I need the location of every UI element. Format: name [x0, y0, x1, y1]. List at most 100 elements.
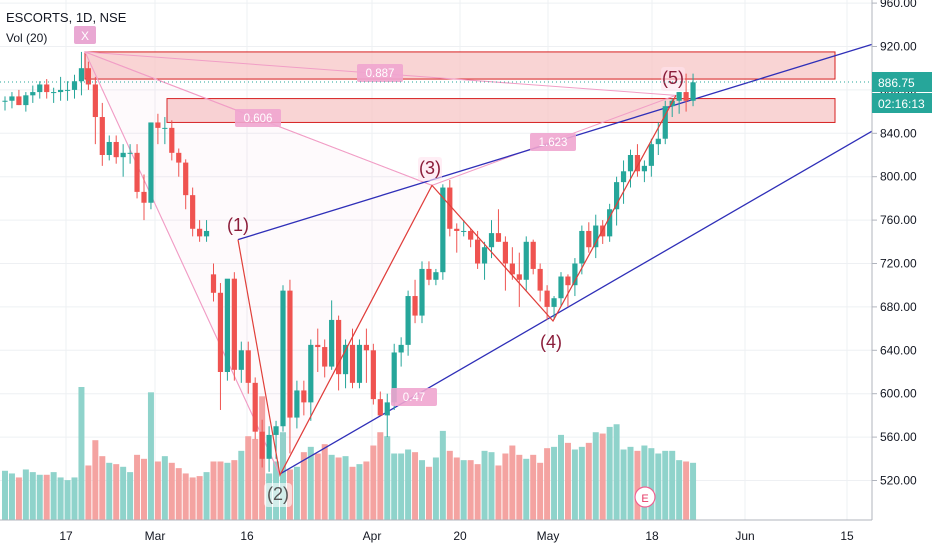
- candle-body: [259, 431, 265, 459]
- volume-bar: [189, 477, 196, 520]
- wave-label: (5): [662, 68, 684, 88]
- volume-bar: [203, 472, 210, 520]
- candle-body: [495, 233, 502, 242]
- volume-bar: [182, 473, 189, 520]
- volume-bar: [134, 454, 141, 520]
- candle-body: [502, 241, 508, 264]
- candle-body: [2, 100, 8, 102]
- candle-body: [579, 230, 585, 264]
- candle-body: [148, 122, 154, 203]
- candle-body: [516, 274, 522, 280]
- candle-body: [141, 191, 147, 203]
- volume-bar: [467, 460, 474, 520]
- volume-bar: [280, 432, 286, 520]
- candle-body: [558, 276, 564, 299]
- volume-bar: [585, 442, 592, 520]
- harmonic-ratio-labels: 0.887 0.606 1.623 0.47: [235, 64, 576, 406]
- wave-label-backdrop: [264, 483, 292, 507]
- ratio-tag: [357, 64, 403, 82]
- volume-bar: [544, 448, 551, 520]
- supply-zone-lower: [166, 98, 836, 123]
- candle-body: [391, 352, 397, 403]
- time-tick-label: Apr: [363, 529, 382, 543]
- volume-bar: [356, 464, 363, 520]
- candle-body: [315, 344, 321, 348]
- volume-bar: [92, 440, 99, 520]
- candle-body: [641, 165, 647, 172]
- volume-bar: [384, 436, 391, 520]
- volume-bar: [620, 449, 627, 520]
- volume-bar: [606, 426, 613, 520]
- ratio-tag: [235, 109, 281, 127]
- candle-body: [627, 155, 634, 172]
- volume-bar: [676, 460, 683, 520]
- candle-body: [252, 382, 258, 432]
- candle-body: [322, 347, 328, 367]
- volume-bar: [412, 452, 419, 520]
- candle-body: [377, 399, 383, 416]
- candle-body: [287, 290, 293, 418]
- price-tick-label: 560.00: [880, 430, 917, 444]
- wave-labels: (1) (2) (3) (4) (5): [227, 67, 685, 507]
- candle-body: [78, 68, 85, 82]
- candle-body: [127, 152, 133, 154]
- price-tick-label: 960.00: [880, 0, 917, 10]
- volume-bar: [453, 457, 460, 520]
- candle-body: [183, 162, 189, 196]
- price-tick-label: 640.00: [880, 343, 917, 357]
- candle-body: [134, 152, 140, 192]
- volume-bar: [210, 461, 217, 520]
- volume-bar: [321, 444, 328, 520]
- time-axis[interactable]: 17 Mar 16 Apr 20 May 18 Jun 15: [59, 529, 854, 543]
- candlesticks: [2, 51, 696, 472]
- volume-bar: [252, 438, 259, 520]
- candle-body: [363, 344, 369, 351]
- price-tick-label: 720.00: [880, 257, 917, 271]
- candle-body: [655, 138, 661, 145]
- volume-bar: [120, 466, 127, 520]
- volume-bar: [300, 452, 307, 520]
- ratio-label: 1.623: [539, 137, 568, 149]
- candle-body: [370, 350, 376, 400]
- volume-bar: [314, 453, 321, 520]
- candle-body: [634, 155, 641, 172]
- candle-body: [162, 127, 168, 129]
- volume-legend[interactable]: Vol (20): [6, 31, 47, 45]
- volume-bar: [29, 472, 36, 520]
- candle-body: [71, 81, 78, 90]
- volume-bar: [43, 474, 50, 520]
- candle-body: [217, 292, 224, 372]
- wave-label: (3): [419, 158, 441, 178]
- volume-bar: [502, 453, 509, 520]
- candle-body: [398, 344, 404, 353]
- candle-body: [419, 268, 425, 316]
- candle-body: [120, 152, 126, 158]
- ratio-label: 0.47: [403, 392, 425, 404]
- volume-bar: [537, 462, 544, 520]
- candle-body: [37, 84, 43, 93]
- candle-body: [481, 247, 488, 264]
- volume-bar: [405, 449, 412, 520]
- candle-body: [412, 296, 418, 316]
- volume-bar: [22, 469, 29, 520]
- volume-bar: [634, 450, 641, 520]
- volume-bar: [662, 450, 669, 520]
- volume-bar: [523, 458, 530, 520]
- candle-body: [509, 263, 515, 275]
- ratio-tag: [391, 388, 437, 406]
- volume-bar: [641, 445, 648, 520]
- candle-body: [690, 82, 696, 101]
- volume-bar: [683, 461, 690, 520]
- candle-body: [488, 233, 495, 248]
- channel-lower-line: [279, 130, 873, 475]
- symbol-title[interactable]: ESCORTS, 1D, NSE: [6, 10, 127, 25]
- volume-bar: [245, 436, 252, 520]
- volume-bar: [613, 424, 620, 520]
- volume-bar: [113, 464, 120, 520]
- supply-zone-upper: [84, 51, 836, 80]
- earnings-marker[interactable]: [634, 486, 656, 508]
- volume-bar: [509, 445, 516, 520]
- candle-body: [530, 241, 536, 269]
- wave-label: (4): [540, 332, 562, 352]
